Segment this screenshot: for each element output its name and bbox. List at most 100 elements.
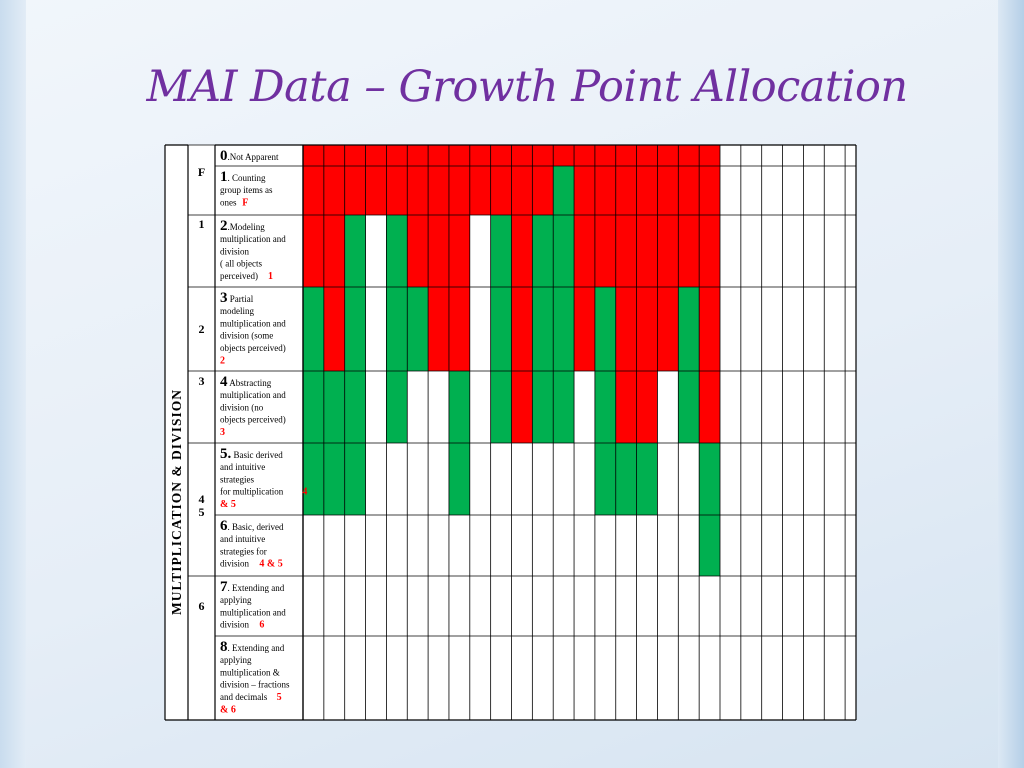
data-cell [720, 166, 741, 215]
data-cell [594, 636, 616, 720]
growth-point-text: perceived) [220, 271, 258, 281]
data-cell [448, 515, 470, 576]
growth-point-number: 2 [220, 218, 228, 234]
data-cell [532, 215, 554, 287]
data-cell [761, 215, 783, 287]
data-cell [761, 371, 783, 443]
data-cell [344, 636, 366, 720]
growth-point-text: objects perceived) [220, 343, 286, 353]
data-cell [407, 215, 429, 287]
growth-point-number: 1 [220, 169, 228, 185]
data-cell [303, 166, 324, 215]
data-cell [824, 287, 846, 371]
data-cell [407, 145, 429, 166]
data-cell [574, 515, 595, 576]
data-cell [720, 576, 741, 636]
growth-point-text: for multiplication [220, 487, 284, 497]
growth-point-group-label: 1 [199, 217, 205, 231]
data-cell [636, 371, 658, 443]
data-cell [553, 443, 575, 515]
data-cell [553, 371, 575, 443]
data-cell [386, 371, 408, 443]
data-cell [657, 576, 679, 636]
slide-title: MAI Data – Growth Point Allocation [146, 62, 908, 112]
data-cell [344, 145, 366, 166]
data-cell [761, 515, 783, 576]
data-cell [553, 515, 575, 576]
data-cell [782, 287, 804, 371]
growth-point-label: 5. Basic derived [220, 446, 283, 462]
data-cell [803, 215, 825, 287]
data-cell [782, 215, 804, 287]
data-cell [594, 515, 616, 576]
growth-point-text: applying [220, 655, 252, 665]
growth-point-text: division [220, 246, 250, 256]
growth-point-text: applying [220, 595, 252, 605]
data-cell [740, 443, 762, 515]
data-cell [636, 576, 658, 636]
growth-point-text: group items as [220, 185, 273, 195]
growth-point-label: 0.Not Apparent [220, 148, 279, 164]
data-cell [678, 371, 700, 443]
growth-point-text: and intuitive [220, 462, 265, 472]
data-cell [511, 287, 533, 371]
data-cell [574, 287, 595, 371]
data-cell [323, 215, 345, 287]
growth-point-code: 2 [220, 355, 225, 366]
data-cell [824, 515, 846, 576]
data-cell [740, 576, 762, 636]
growth-point-text: multiplication and [220, 234, 286, 244]
data-cell [469, 371, 491, 443]
data-cell [553, 636, 575, 720]
data-cell [699, 287, 720, 371]
data-cell [553, 576, 575, 636]
data-cell [782, 515, 804, 576]
data-cell [594, 371, 616, 443]
data-cell [469, 515, 491, 576]
data-cell [532, 515, 554, 576]
data-cell [407, 576, 429, 636]
data-cell [574, 145, 595, 166]
data-cell [824, 215, 846, 287]
data-cell [511, 166, 533, 215]
data-cell [740, 145, 762, 166]
data-cell [469, 576, 491, 636]
growth-point-code: 3 [220, 427, 225, 438]
data-cell [365, 215, 387, 287]
growth-point-number: 5. [220, 446, 232, 462]
data-cell [386, 287, 408, 371]
data-cell [386, 215, 408, 287]
data-cell [532, 576, 554, 636]
data-cell [469, 145, 491, 166]
data-cell [532, 443, 554, 515]
data-cell [657, 636, 679, 720]
data-cell [553, 166, 575, 215]
data-cell [678, 287, 700, 371]
growth-point-label: 6. Basic, derived [220, 518, 284, 534]
data-cell [511, 636, 533, 720]
data-cell [469, 215, 491, 287]
growth-point-number: 3 [220, 290, 228, 306]
data-cell [615, 576, 637, 636]
data-cell [636, 145, 658, 166]
data-cell [803, 443, 825, 515]
data-cell [407, 371, 429, 443]
growth-point-text: . Basic, derived [228, 522, 284, 532]
data-cell [782, 145, 804, 166]
data-cell [344, 443, 366, 515]
growth-point-text: strategies [220, 474, 254, 484]
growth-point-text: multiplication and [220, 390, 286, 400]
growth-point-text: division (some [220, 331, 273, 341]
data-cell [657, 215, 679, 287]
data-cell [386, 166, 408, 215]
data-cell [344, 215, 366, 287]
data-cell [303, 287, 324, 371]
data-cell [594, 166, 616, 215]
growth-point-label: 7. Extending and [220, 579, 285, 595]
growth-point-group-label: 6 [199, 599, 205, 613]
growth-point-code: 4 [302, 487, 307, 498]
data-cell [740, 166, 762, 215]
data-cell [824, 636, 846, 720]
data-cell [344, 576, 366, 636]
data-cell [490, 636, 512, 720]
